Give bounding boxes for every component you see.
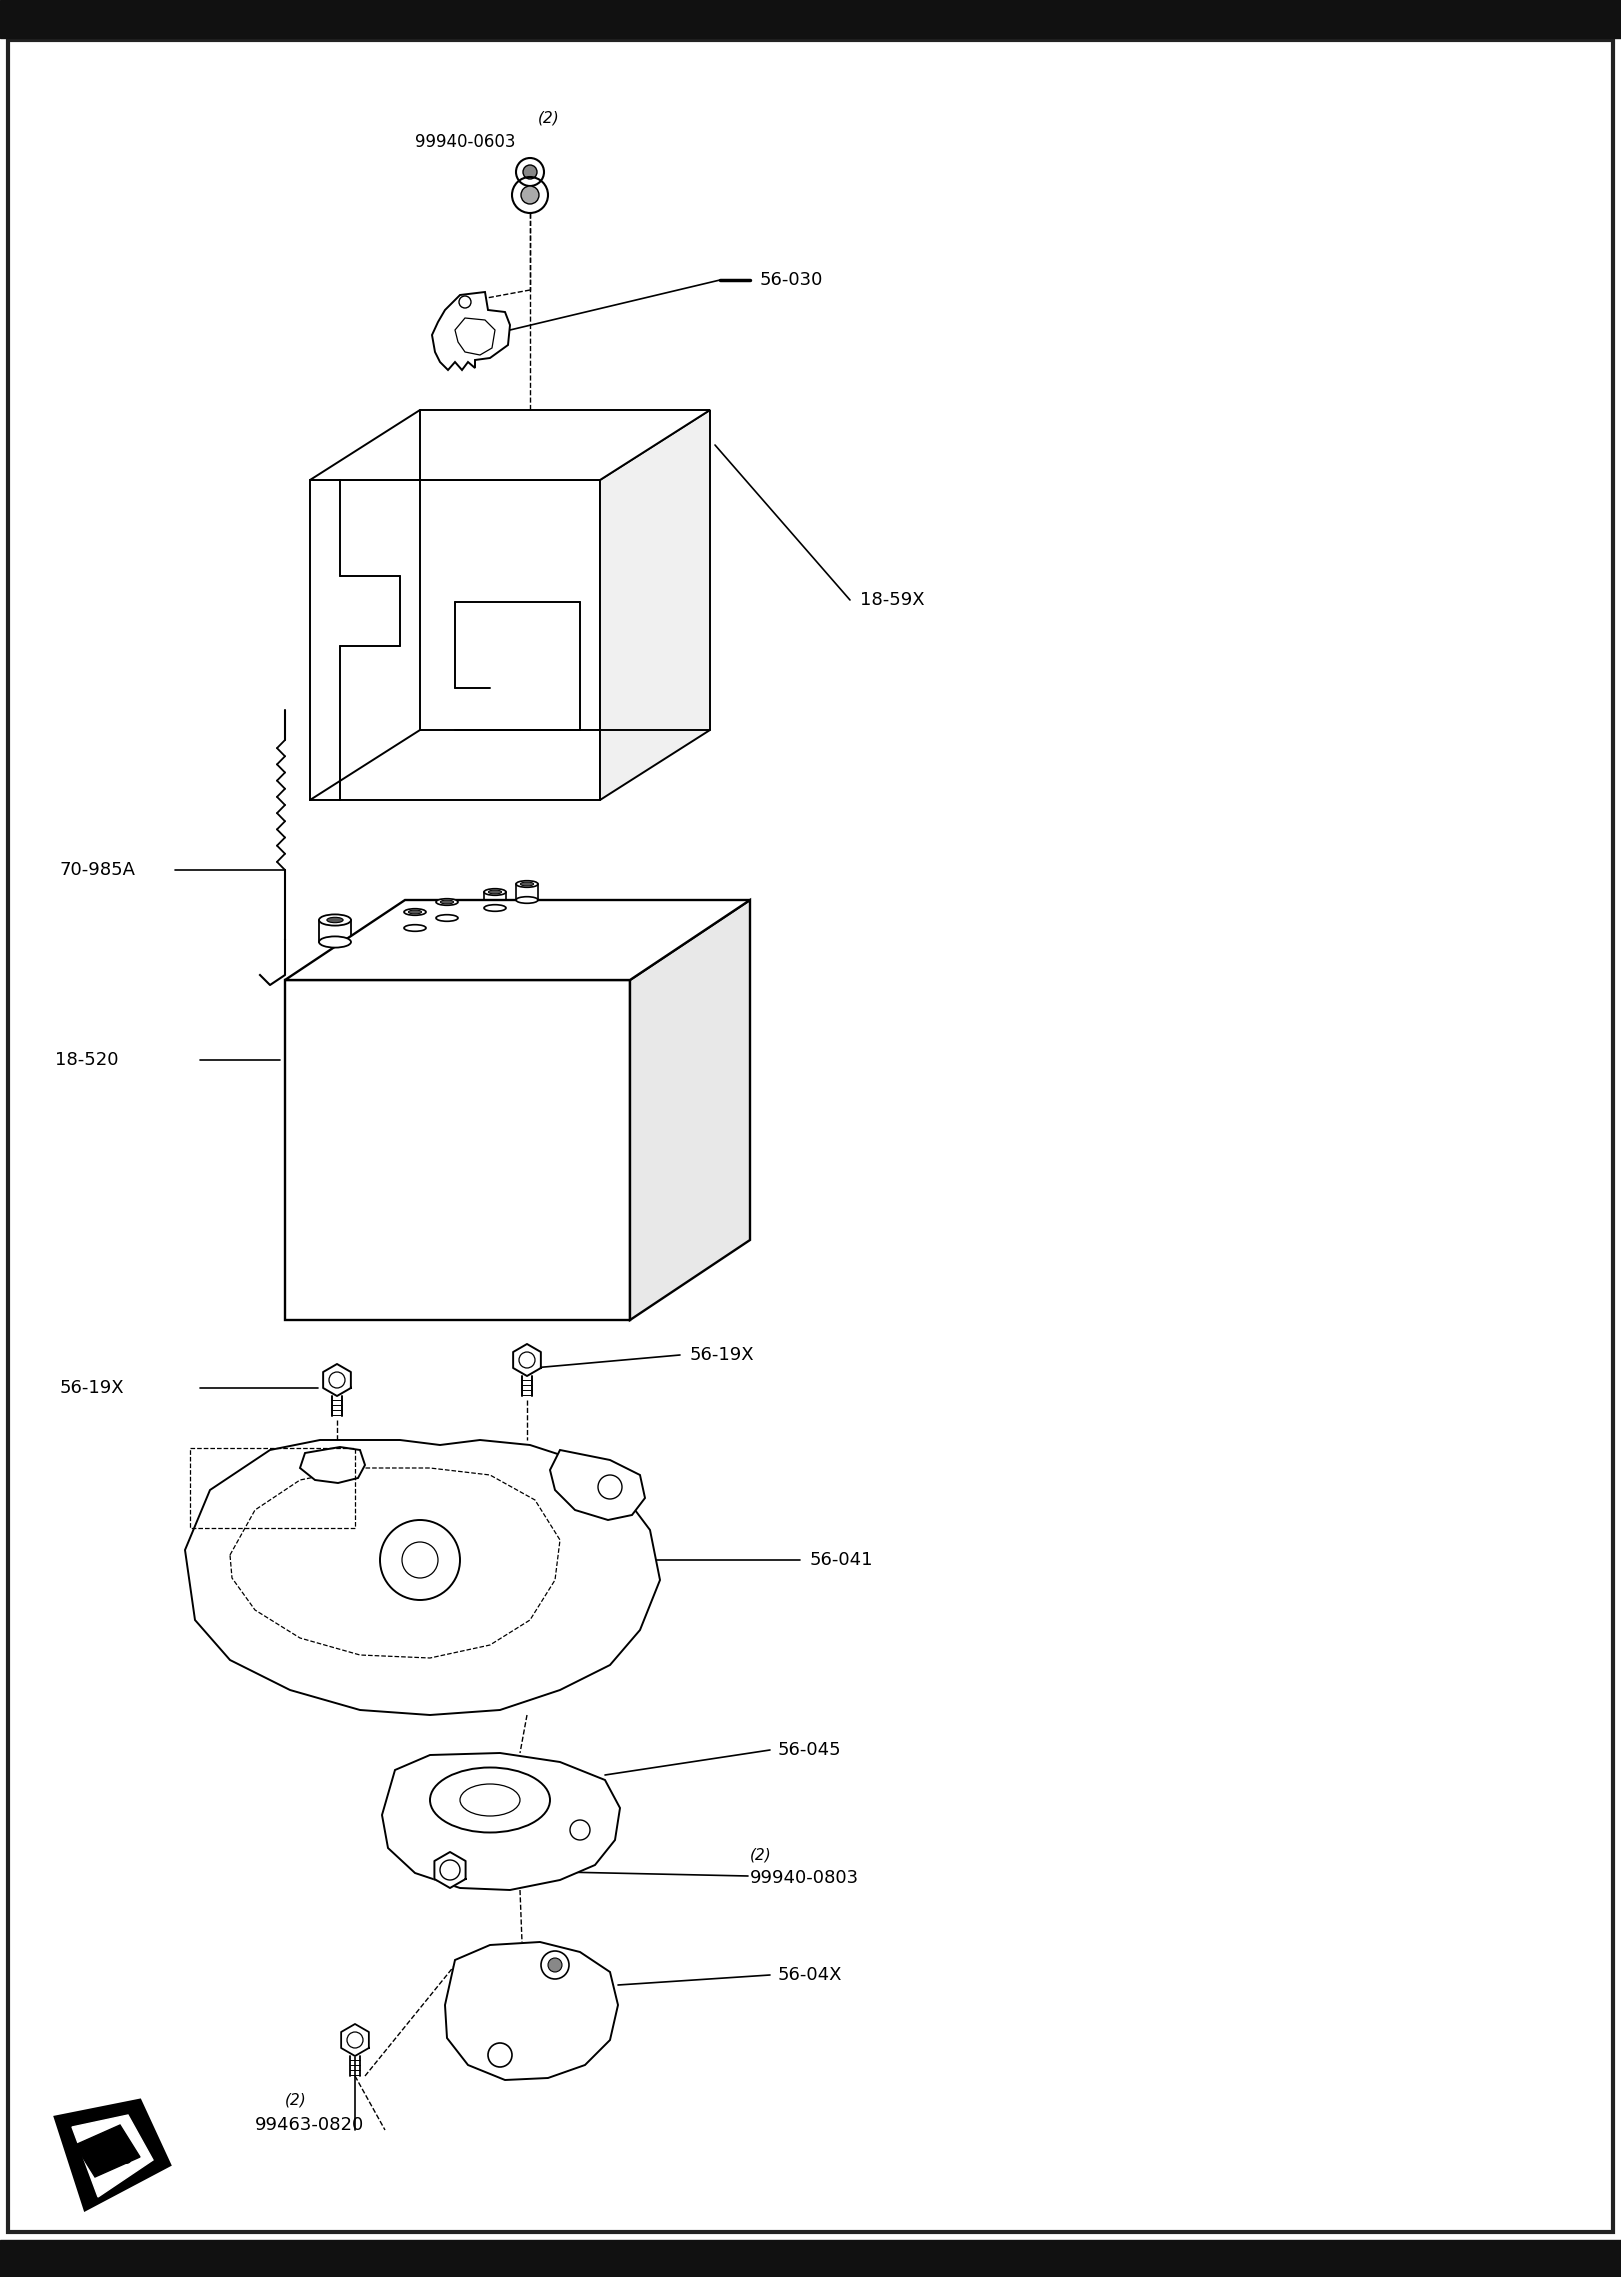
Polygon shape: [433, 291, 511, 369]
Circle shape: [520, 187, 540, 205]
Ellipse shape: [404, 924, 426, 931]
Text: 56-19X: 56-19X: [691, 1346, 755, 1364]
Text: 56-19X: 56-19X: [60, 1380, 125, 1398]
Ellipse shape: [319, 936, 352, 947]
Bar: [0, 2241, 1621, 2277]
Polygon shape: [434, 1851, 465, 1888]
Bar: [190, 1448, 355, 1528]
Text: 99940-0803: 99940-0803: [751, 1869, 859, 1888]
Polygon shape: [631, 899, 751, 1321]
Polygon shape: [310, 480, 600, 799]
Polygon shape: [550, 1450, 645, 1521]
Polygon shape: [340, 2024, 370, 2056]
Polygon shape: [446, 1942, 618, 2079]
Text: 99940-0603: 99940-0603: [415, 132, 515, 150]
Ellipse shape: [520, 881, 533, 886]
Text: 70-985A: 70-985A: [60, 861, 136, 879]
Text: 18-520: 18-520: [55, 1052, 118, 1068]
Ellipse shape: [408, 911, 421, 913]
Text: 56-045: 56-045: [778, 1742, 841, 1760]
Polygon shape: [300, 1446, 365, 1482]
Polygon shape: [383, 1753, 619, 1890]
Text: 56-041: 56-041: [810, 1551, 874, 1569]
Polygon shape: [55, 2099, 170, 2211]
Ellipse shape: [485, 904, 506, 911]
Ellipse shape: [327, 918, 344, 922]
Polygon shape: [71, 2115, 152, 2197]
Text: FWD: FWD: [97, 2154, 133, 2168]
Ellipse shape: [436, 915, 459, 922]
Ellipse shape: [515, 897, 538, 904]
Text: (2): (2): [538, 112, 559, 125]
Text: 56-04X: 56-04X: [778, 1965, 843, 1983]
Ellipse shape: [319, 915, 352, 924]
Ellipse shape: [441, 899, 454, 904]
Polygon shape: [600, 410, 710, 799]
Polygon shape: [310, 410, 710, 480]
Ellipse shape: [515, 881, 538, 888]
Ellipse shape: [436, 899, 459, 906]
Polygon shape: [75, 2124, 139, 2177]
Polygon shape: [285, 899, 751, 979]
Circle shape: [524, 164, 537, 180]
Ellipse shape: [404, 909, 426, 915]
Text: 56-030: 56-030: [760, 271, 823, 289]
Ellipse shape: [485, 888, 506, 895]
Polygon shape: [323, 1364, 350, 1396]
Circle shape: [548, 1958, 562, 1972]
Text: (2): (2): [751, 1847, 772, 1863]
Bar: [0, 0, 1621, 39]
Ellipse shape: [430, 1767, 550, 1833]
Ellipse shape: [488, 890, 501, 895]
Polygon shape: [285, 979, 631, 1321]
Text: (2): (2): [285, 2093, 306, 2109]
Polygon shape: [514, 1343, 541, 1375]
Text: 18-59X: 18-59X: [861, 592, 924, 608]
Text: 99463-0820: 99463-0820: [254, 2115, 365, 2134]
Polygon shape: [185, 1439, 660, 1715]
